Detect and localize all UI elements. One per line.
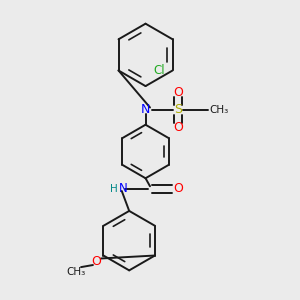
Text: CH₃: CH₃ <box>209 105 229 115</box>
Text: N: N <box>119 182 128 195</box>
Text: CH₃: CH₃ <box>66 268 85 278</box>
Text: S: S <box>174 103 182 116</box>
Text: O: O <box>173 85 183 98</box>
Text: H: H <box>110 184 117 194</box>
Text: O: O <box>173 182 183 195</box>
Text: Cl: Cl <box>154 64 165 77</box>
Text: N: N <box>141 103 150 116</box>
Text: O: O <box>92 255 101 268</box>
Text: O: O <box>173 121 183 134</box>
